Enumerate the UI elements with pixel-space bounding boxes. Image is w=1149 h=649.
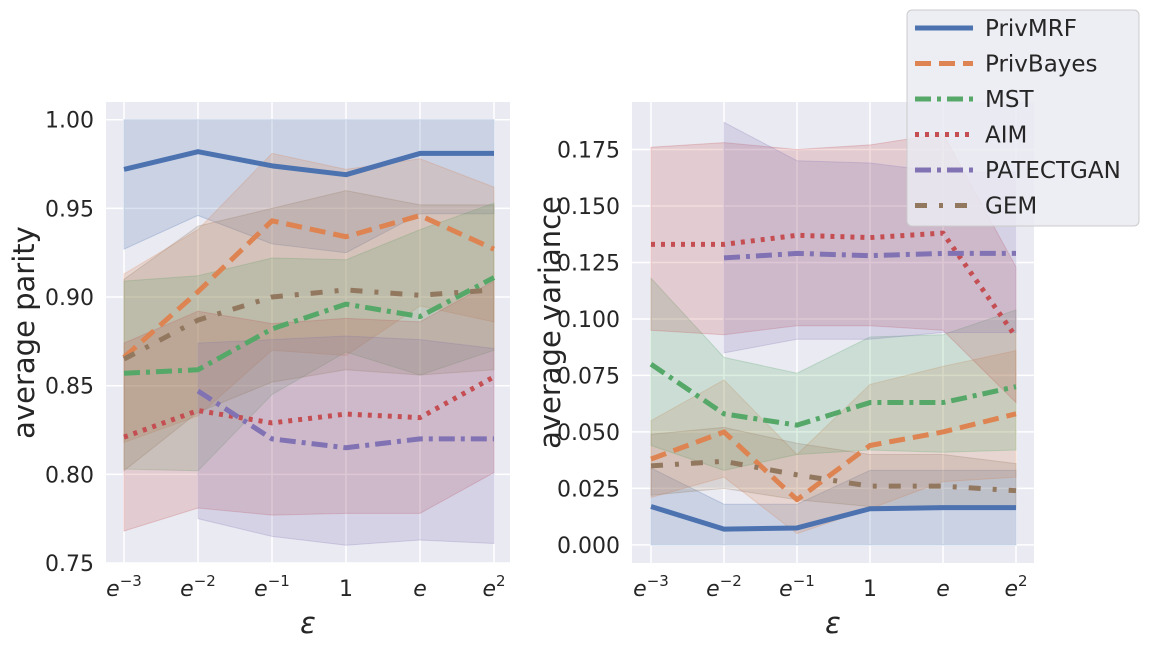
legend-label-privbayes: PrivBayes [985, 52, 1098, 78]
x-tick-label: e2 [482, 572, 505, 602]
legend-label-gem: GEM [985, 194, 1037, 220]
series-line-patectgan [196, 388, 494, 451]
series-line-privmrf [650, 504, 1016, 532]
band-privbayes [650, 349, 1017, 535]
series-line-gem [650, 458, 1017, 494]
y-tick-label: 0.075 [557, 364, 620, 389]
x-tick-label: 1 [339, 577, 353, 602]
y-tick-label: 0.95 [45, 197, 94, 222]
series-line-mst [123, 275, 496, 376]
band-privbayes [123, 152, 495, 444]
y-tick-label: 1.00 [45, 109, 94, 134]
legend-label-patectgan: PATECTGAN [985, 158, 1121, 184]
band-privmrf [650, 467, 1017, 546]
y-tick-label: 0.85 [45, 375, 94, 400]
x-axis-label: ε [825, 606, 841, 640]
legend-label-mst: MST [985, 87, 1034, 113]
y-tick-label: 0.000 [557, 534, 620, 559]
y-tick-label: 0.050 [557, 421, 620, 446]
y-tick-label: 0.75 [45, 552, 94, 577]
series-line-gem [122, 287, 495, 362]
series-line-privmrf [123, 149, 494, 178]
legend: PrivMRF PrivBayes MST AIM PATECTGAN GEM [906, 9, 1140, 227]
legend-label-privmrf: PrivMRF [985, 16, 1077, 42]
x-tick-label: e2 [1004, 572, 1027, 602]
y-axis-label: average parity [7, 226, 41, 439]
series-line-aim [123, 374, 496, 440]
y-tick-label: 0.175 [557, 138, 620, 163]
band-mst [650, 276, 1017, 471]
x-tick-label: e−2 [706, 572, 742, 602]
y-tick-label: 0.80 [45, 463, 94, 488]
x-tick-label: e−1 [779, 572, 815, 602]
x-tick-label: e−1 [254, 572, 290, 602]
x-tick-label: e−3 [106, 572, 142, 602]
y-tick-label: 0.150 [557, 195, 620, 220]
legend-label-aim: AIM [985, 123, 1027, 149]
y-tick-label: 0.100 [557, 308, 620, 333]
series-line-privbayes [650, 411, 1017, 503]
band-patectgan [197, 335, 495, 546]
x-tick-label: e−2 [180, 572, 216, 602]
series-line-privbayes [122, 212, 496, 360]
x-tick-label: 1 [863, 577, 877, 602]
x-tick-label: e−3 [633, 572, 669, 602]
y-tick-label: 0.90 [45, 286, 94, 311]
band-gem [123, 190, 495, 472]
x-tick-label: e [936, 577, 950, 602]
y-tick-label: 0.125 [557, 251, 620, 276]
plot-area [106, 102, 510, 563]
band-aim [123, 280, 495, 532]
x-axis-label: ε [300, 606, 316, 640]
y-axis-label: average variance [533, 196, 567, 449]
chart-panel-parity: 0.75 0.80 0.85 0.90 0.95 1.00 e−3 e−2 e−1 1 e e2 ε av… [7, 102, 510, 640]
series-line-aim [651, 230, 1019, 339]
x-tick-label: e [413, 577, 427, 602]
series-line-mst [649, 362, 1017, 428]
y-tick-label: 0.025 [557, 477, 620, 502]
